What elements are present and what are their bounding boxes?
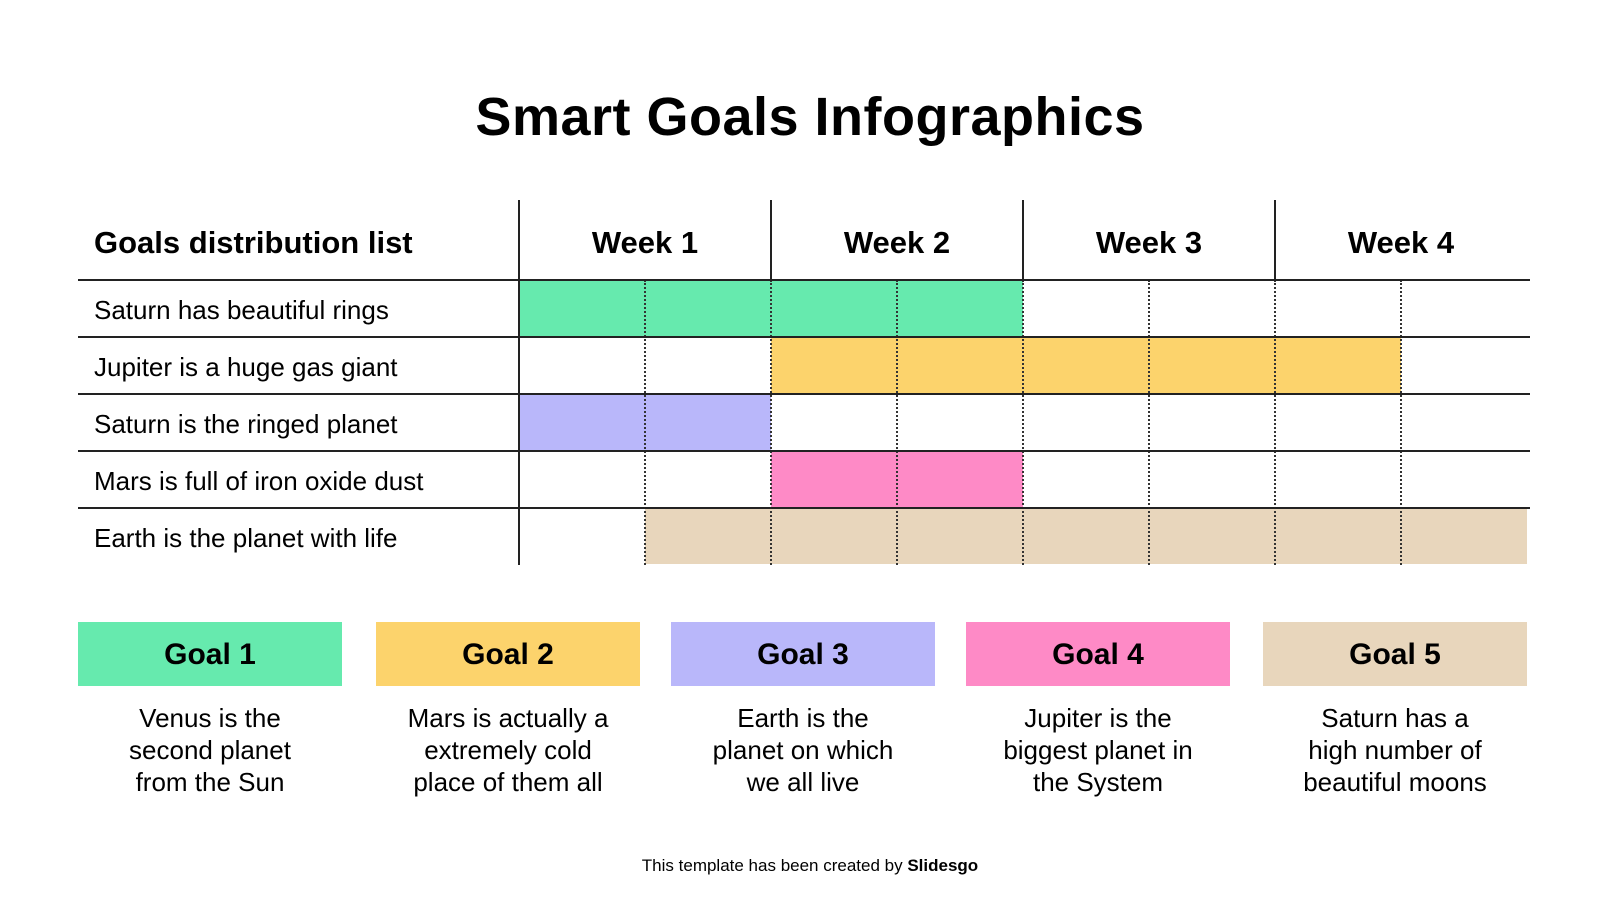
grid-dotted-line xyxy=(1022,280,1024,565)
goal-description-line: we all live xyxy=(746,767,860,797)
credit-prefix: This template has been created by xyxy=(641,856,908,875)
goal-description-line: Mars is actually a xyxy=(407,703,609,733)
row-divider xyxy=(78,507,1530,509)
week-header: Week 3 xyxy=(1095,225,1203,260)
week-divider xyxy=(1022,200,1024,280)
goal-description: Venus is the second planet from the Sun xyxy=(78,702,342,798)
row-label: Mars is full of iron oxide dust xyxy=(94,466,424,496)
goal-description-line: Jupiter is the xyxy=(1024,703,1172,733)
table-header-label: Goals distribution list xyxy=(94,225,413,260)
page-title: Smart Goals Infographics xyxy=(475,87,1145,147)
goal-description-line: from the Sun xyxy=(135,767,285,797)
gantt-bar xyxy=(645,509,1527,564)
goal-description-line: beautiful moons xyxy=(1303,767,1487,797)
week-header: Week 1 xyxy=(591,225,699,260)
goal-card: Goal 2 Mars is actually a extremely cold pl… xyxy=(376,622,640,798)
gantt-bar xyxy=(771,338,1401,393)
goal-description-line: extremely cold xyxy=(424,735,592,765)
row-label: Jupiter is a huge gas giant xyxy=(94,352,398,382)
goal-description-line: Saturn has a xyxy=(1321,703,1469,733)
credit-brand: Slidesgo xyxy=(907,856,979,875)
row-label: Saturn has beautiful rings xyxy=(94,295,389,325)
credit-line: This template has been created by Slides… xyxy=(0,856,1600,876)
row-divider xyxy=(78,393,1530,395)
grid-dotted-line xyxy=(644,280,646,565)
goal-label: Goal 1 xyxy=(78,622,342,686)
goal-description: Earth is the planet on which we all live xyxy=(671,702,935,798)
row-divider xyxy=(78,450,1530,452)
week-divider xyxy=(1274,200,1276,280)
grid-dotted-line xyxy=(1400,280,1402,565)
row-divider xyxy=(78,336,1530,338)
goal-description-line: second planet xyxy=(129,735,291,765)
label-column-divider xyxy=(518,200,520,565)
goal-description-line: Venus is the xyxy=(139,703,281,733)
goal-label: Goal 5 xyxy=(1263,622,1527,686)
grid-dotted-line xyxy=(770,280,772,565)
goal-card: Goal 1 Venus is the second planet from the … xyxy=(78,622,342,798)
goal-description-line: planet on which xyxy=(712,735,894,765)
grid-dotted-line xyxy=(1274,280,1276,565)
goal-description-line: place of them all xyxy=(413,767,603,797)
grid-dotted-line xyxy=(896,280,898,565)
goal-description-line: Earth is the xyxy=(737,703,869,733)
goal-description: Mars is actually a extremely cold place of… xyxy=(376,702,640,798)
row-label: Earth is the planet with life xyxy=(94,523,398,553)
week-header: Week 4 xyxy=(1347,225,1455,260)
goal-card: Goal 4 Jupiter is the biggest planet in the… xyxy=(966,622,1230,798)
goal-label: Goal 4 xyxy=(966,622,1230,686)
goal-label: Goal 3 xyxy=(671,622,935,686)
goal-card: Goal 3 Earth is the planet on which we all … xyxy=(671,622,935,798)
goal-description: Jupiter is the biggest planet in the Syste… xyxy=(966,702,1230,798)
grid-dotted-line xyxy=(1148,280,1150,565)
goal-card: Goal 5 Saturn has a high number of beautifu… xyxy=(1263,622,1527,798)
goal-label: Goal 2 xyxy=(376,622,640,686)
goal-description-line: biggest planet in xyxy=(1003,735,1193,765)
goal-description-line: high number of xyxy=(1308,735,1482,765)
gantt-chart: Goals distribution list Week 1 Week 2 Week… xyxy=(78,200,1530,566)
row-label: Saturn is the ringed planet xyxy=(94,409,398,439)
goal-description: Saturn has a high number of beautiful moon… xyxy=(1263,702,1527,798)
row-divider xyxy=(78,279,1530,281)
week-divider xyxy=(770,200,772,280)
week-header: Week 2 xyxy=(843,225,951,260)
goal-description-line: the System xyxy=(1032,767,1164,797)
